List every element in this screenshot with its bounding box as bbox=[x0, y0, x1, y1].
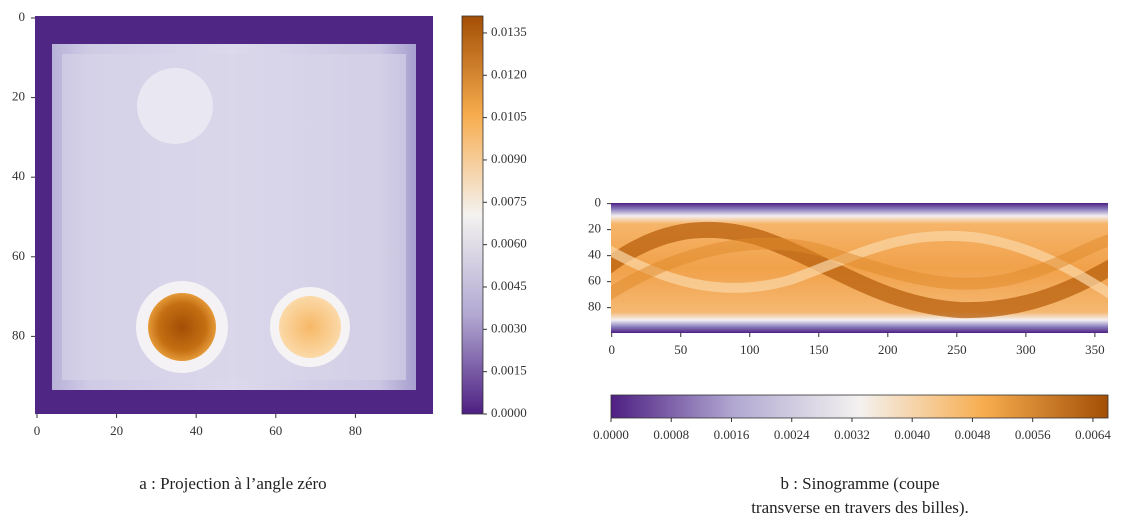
y-tick-label: 0 bbox=[19, 9, 26, 24]
x-tick-label: 60 bbox=[269, 423, 282, 438]
colorbar-tick-label: 0.0048 bbox=[955, 427, 991, 442]
x-tick-label: 0 bbox=[608, 342, 615, 357]
y-tick-label: 20 bbox=[588, 221, 601, 236]
colorbar-tick-label: 0.0030 bbox=[491, 320, 527, 335]
colorbar-tick-label: 0.0032 bbox=[834, 427, 870, 442]
x-tick-label: 0 bbox=[34, 423, 41, 438]
x-tick-label: 150 bbox=[809, 342, 829, 357]
caption: a : Projection à l’angle zéro bbox=[139, 474, 326, 493]
sinogram-image bbox=[611, 203, 1108, 333]
colorbar-tick-label: 0.0040 bbox=[894, 427, 930, 442]
colorbar bbox=[610, 394, 1109, 419]
colorbar-tick-label: 0.0075 bbox=[491, 193, 527, 208]
colorbar-tick-label: 0.0008 bbox=[653, 427, 689, 442]
colorbar-tick-label: 0.0000 bbox=[593, 427, 629, 442]
colorbar-tick-label: 0.0000 bbox=[491, 405, 527, 420]
x-tick-label: 350 bbox=[1085, 342, 1105, 357]
colorbar-tick-label: 0.0016 bbox=[714, 427, 750, 442]
colorbar-tick-label: 0.0045 bbox=[491, 278, 527, 293]
y-tick-label: 40 bbox=[12, 168, 25, 183]
x-tick-label: 200 bbox=[878, 342, 898, 357]
colorbar-tick-label: 0.0064 bbox=[1075, 427, 1111, 442]
colorbar-tick-label: 0.0135 bbox=[491, 24, 527, 39]
colorbar-tick-label: 0.0105 bbox=[491, 109, 527, 124]
x-tick-label: 80 bbox=[349, 423, 362, 438]
colorbar-tick-label: 0.0015 bbox=[491, 363, 527, 378]
y-tick-label: 20 bbox=[12, 89, 25, 104]
x-tick-label: 250 bbox=[947, 342, 967, 357]
colorbar-tick-label: 0.0024 bbox=[774, 427, 810, 442]
colorbar-tick-label: 0.0090 bbox=[491, 151, 527, 166]
x-tick-label: 40 bbox=[190, 423, 203, 438]
y-tick-label: 80 bbox=[12, 327, 25, 342]
x-tick-label: 300 bbox=[1016, 342, 1036, 357]
y-tick-label: 80 bbox=[588, 299, 601, 314]
colorbar-tick-label: 0.0120 bbox=[491, 66, 527, 81]
projection-image bbox=[35, 16, 433, 414]
caption: transverse en travers des billes). bbox=[751, 498, 969, 517]
colorbar bbox=[461, 15, 484, 415]
caption: b : Sinogramme (coupe bbox=[780, 474, 939, 493]
y-tick-label: 40 bbox=[588, 247, 601, 262]
colorbar-tick-label: 0.0056 bbox=[1015, 427, 1051, 442]
y-tick-label: 60 bbox=[12, 248, 25, 263]
x-tick-label: 100 bbox=[740, 342, 760, 357]
x-tick-label: 50 bbox=[674, 342, 687, 357]
colorbar-tick-label: 0.0060 bbox=[491, 236, 527, 251]
y-tick-label: 60 bbox=[588, 273, 601, 288]
x-tick-label: 20 bbox=[110, 423, 123, 438]
y-tick-label: 0 bbox=[595, 195, 602, 210]
